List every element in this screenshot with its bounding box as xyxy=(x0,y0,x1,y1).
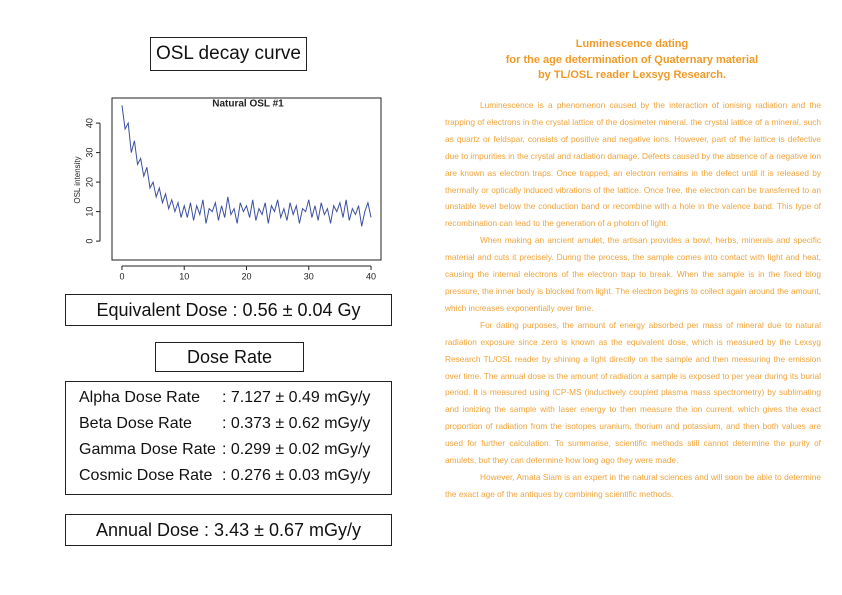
article-body: Luminescence is a phenomenon caused by t… xyxy=(445,97,821,503)
annual-dose: Annual Dose : 3.43 ± 0.67 mGy/y xyxy=(65,514,392,546)
x-tick-label: 0 xyxy=(119,271,124,281)
article-paragraph: When making an ancient amulet, the artis… xyxy=(445,235,821,313)
dose-rate-value: : 0.299 ± 0.02 mGy/y xyxy=(222,441,371,458)
chart-title: Natural OSL #1 xyxy=(212,99,284,110)
equivalent-dose: Equivalent Dose : 0.56 ± 0.04 Gy xyxy=(65,294,392,326)
article-paragraph: However, Amata Siam is an expert in the … xyxy=(445,471,821,499)
dose-rate-name: Cosmic Dose Rate xyxy=(79,467,213,484)
y-tick-label: 0 xyxy=(84,239,94,244)
dose-rate-value: : 0.373 ± 0.62 mGy/y xyxy=(222,415,371,432)
article-paragraph: For dating purposes, the amount of energ… xyxy=(445,319,821,466)
data-line xyxy=(121,105,372,227)
dose-rate-name: Alpha Dose Rate xyxy=(79,389,200,406)
y-tick-label: 10 xyxy=(84,207,94,217)
article-title: Luminescence dating for the age determina… xyxy=(440,37,824,84)
article-title-line: by TL/OSL reader Lexsyg Research. xyxy=(537,69,727,81)
y-tick-label: 30 xyxy=(84,148,94,158)
x-tick-label: 10 xyxy=(179,271,189,281)
dose-rate-name: Gamma Dose Rate xyxy=(79,441,216,458)
heading: OSL decay curve xyxy=(150,37,307,71)
dose-rate-table: Alpha Dose Rate : 7.127 ± 0.49 mGy/y Beta … xyxy=(65,381,392,495)
x-tick-label: 30 xyxy=(304,271,314,281)
x-tick-label: 40 xyxy=(366,271,376,281)
y-axis-label: OSL intensity xyxy=(73,156,82,203)
x-tick-label: 20 xyxy=(241,271,251,281)
dose-rate-value: : 7.127 ± 0.49 mGy/y xyxy=(222,389,371,406)
dose-rate-title: Dose Rate xyxy=(155,342,304,372)
article-paragraph: Luminescence is a phenomenon caused by t… xyxy=(445,100,821,229)
plot-frame xyxy=(111,97,382,261)
article-title-line: for the age determination of Quaternary … xyxy=(505,53,759,66)
y-tick-label: 20 xyxy=(84,177,94,187)
y-tick-label: 40 xyxy=(84,118,94,128)
dose-rate-name: Beta Dose Rate xyxy=(79,415,192,432)
dose-rate-value: : 0.276 ± 0.03 mGy/y xyxy=(222,467,371,484)
article-title-line: Luminescence dating xyxy=(575,38,689,50)
